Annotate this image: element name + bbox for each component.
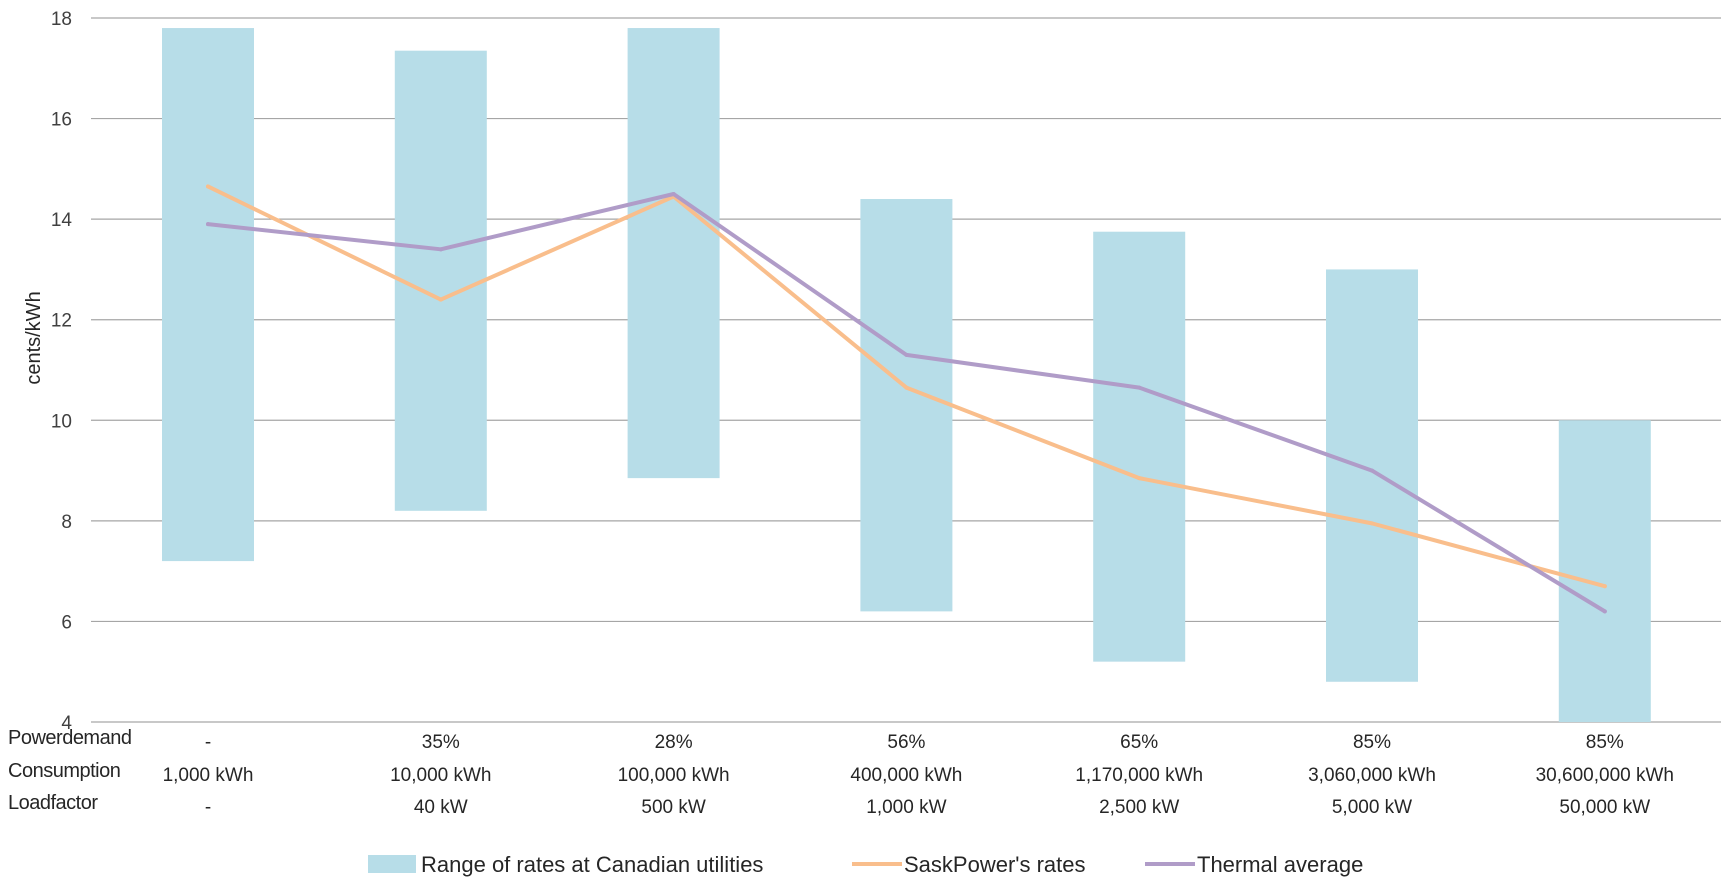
y-tick-label: 18: [51, 9, 72, 30]
table-cell: 35%: [422, 732, 460, 753]
y-tick-label: 16: [51, 110, 72, 131]
category-table: Powerdemand - 35% 28% 56% 65% 85% 85% Consumptio…: [8, 727, 1674, 818]
table-cell: 28%: [655, 732, 693, 753]
table-row-label: Loadfactor: [8, 792, 98, 814]
y-tick-label: 10: [51, 411, 72, 432]
y-axis-title: cents/kWh: [23, 291, 45, 384]
table-cell: 40 kW: [414, 797, 468, 818]
range-bar: [162, 28, 254, 562]
series-point: [904, 385, 909, 390]
series-lines: [206, 184, 1607, 614]
table-cell: 10,000 kWh: [390, 765, 491, 786]
y-tick-label: 12: [51, 311, 72, 332]
table-cell: 1,170,000 kWh: [1075, 765, 1203, 786]
table-cell: 85%: [1353, 732, 1391, 753]
series-point: [206, 222, 210, 227]
table-cell: -: [205, 732, 211, 753]
table-cell: -: [205, 797, 211, 818]
y-axis: 4 6 8 10 12 14 16 18: [51, 9, 73, 734]
legend-swatch-range: [368, 855, 416, 873]
series-point: [904, 352, 909, 357]
table-cell: 400,000 kWh: [850, 765, 962, 786]
series-point: [1370, 521, 1374, 526]
series-point: [1602, 609, 1607, 614]
table-cell: 1,000 kW: [866, 797, 946, 818]
legend-label: SaskPower's rates: [904, 852, 1086, 877]
legend: Range of rates at Canadian utilities Sask…: [368, 852, 1363, 877]
table-cell: 85%: [1586, 732, 1624, 753]
y-tick-label: 4: [61, 713, 72, 734]
table-cell: 5,000 kW: [1332, 797, 1412, 818]
table-cell: 3,060,000 kWh: [1308, 765, 1436, 786]
y-tick-label: 6: [61, 612, 72, 633]
table-cell: 2,500 kW: [1099, 797, 1179, 818]
series-point: [671, 192, 676, 196]
y-tick-label: 8: [61, 512, 72, 533]
series-point: [1370, 468, 1374, 473]
range-bar: [1326, 269, 1418, 682]
table-cell: 56%: [887, 732, 925, 753]
table-row-label: Consumption: [8, 760, 120, 782]
series-point: [438, 247, 443, 252]
series-point: [1137, 476, 1142, 481]
range-bar: [1558, 420, 1651, 722]
table-cell: 500 kW: [641, 797, 705, 818]
table-cell: 65%: [1120, 732, 1158, 753]
y-tick-label: 14: [51, 210, 73, 231]
table-cell: 1,000 kWh: [163, 765, 254, 786]
series-point: [1137, 385, 1142, 390]
series-point: [438, 297, 443, 302]
range-bars: [162, 28, 1651, 722]
legend-label: Range of rates at Canadian utilities: [421, 852, 763, 877]
series-point: [1602, 584, 1607, 589]
table-cell: 100,000 kWh: [618, 765, 730, 786]
range-bar: [394, 50, 487, 511]
series-point: [206, 184, 210, 189]
range-bar: [627, 28, 720, 479]
table-cell: 50,000 kW: [1559, 797, 1650, 818]
range-bar: [1093, 231, 1186, 662]
table-row-label: Powerdemand: [8, 727, 131, 749]
table-cell: 30,600,000 kWh: [1536, 765, 1674, 786]
range-bar: [860, 199, 953, 612]
legend-label: Thermal average: [1197, 852, 1363, 877]
